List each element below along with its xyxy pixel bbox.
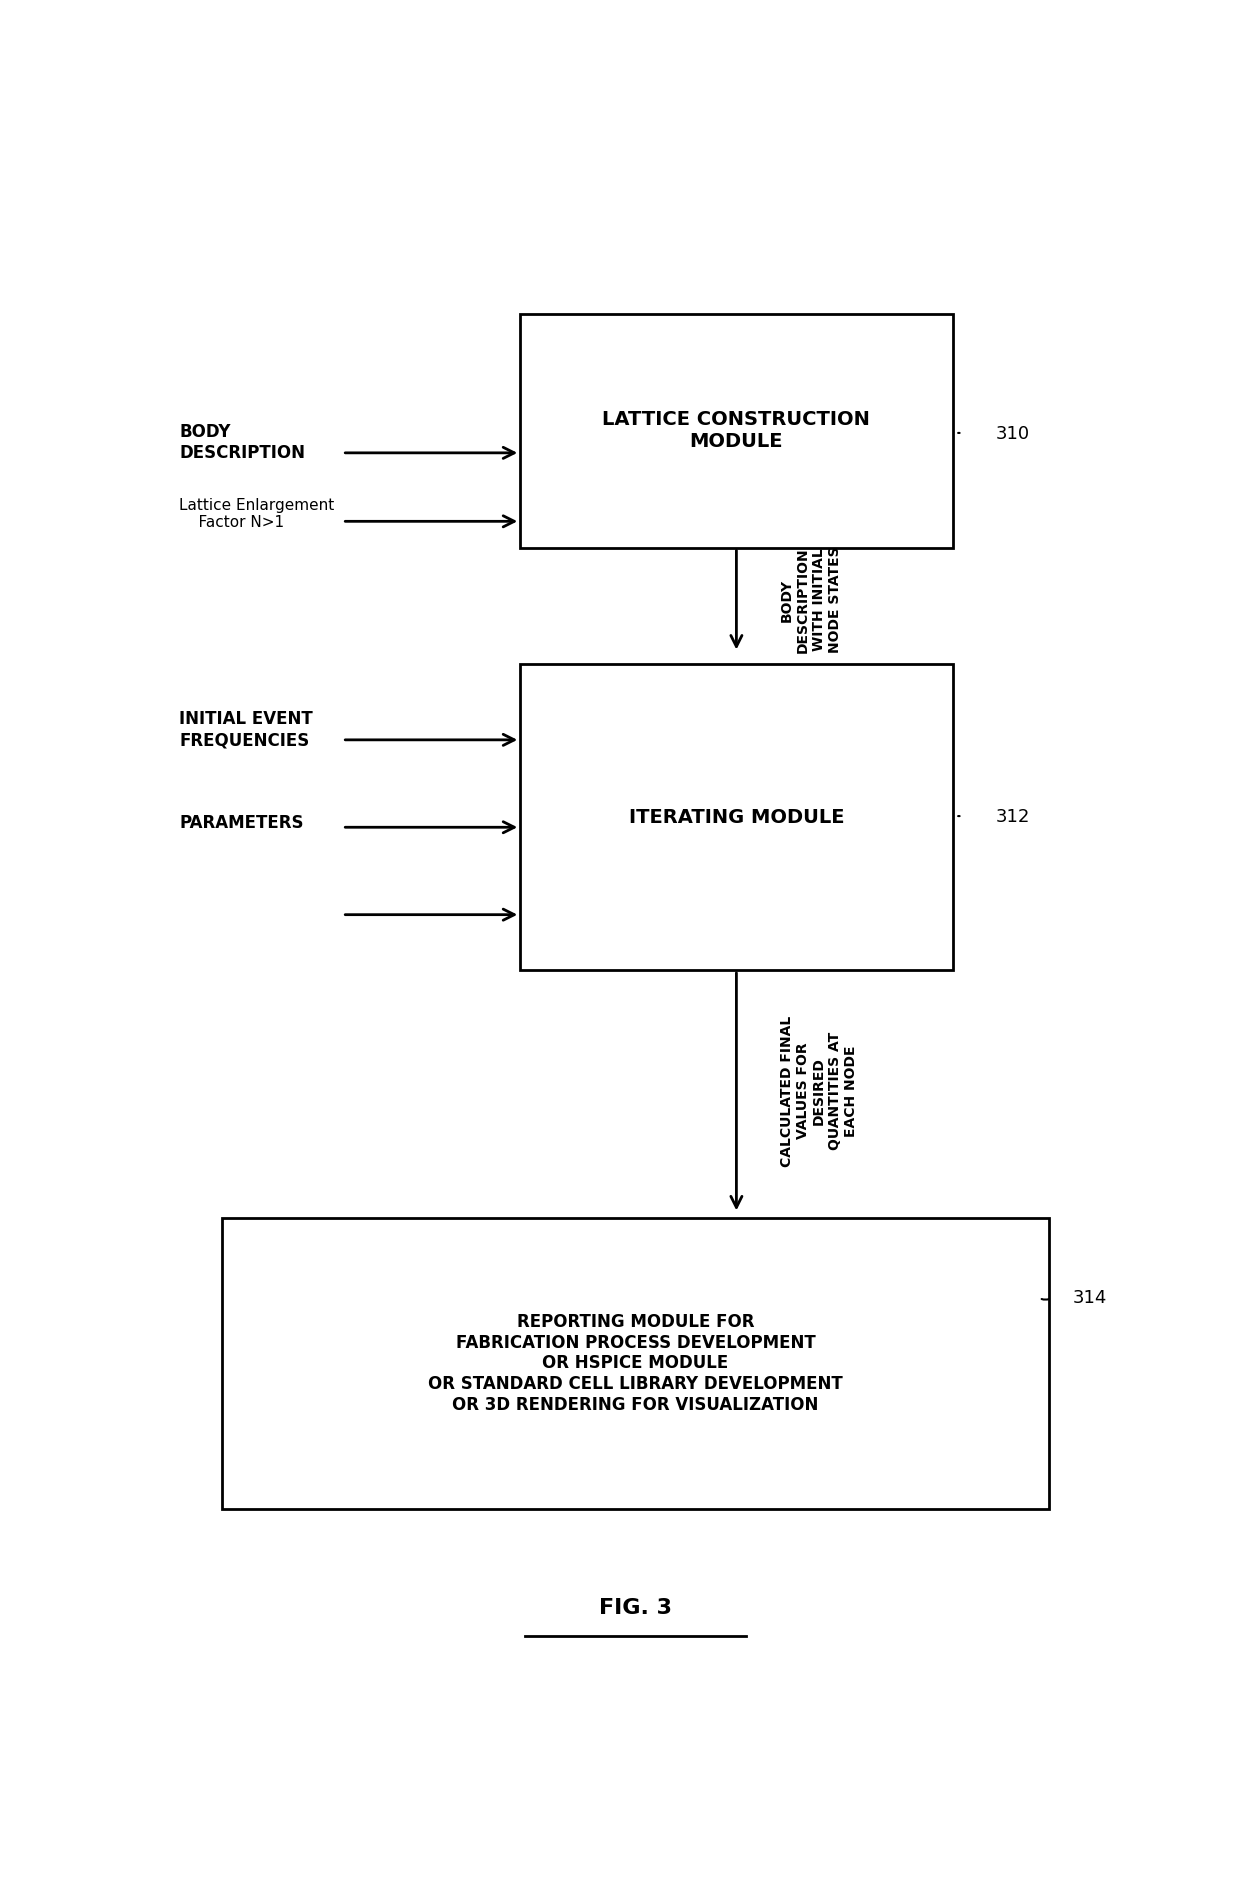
Text: INITIAL EVENT
FREQUENCIES: INITIAL EVENT FREQUENCIES [179, 710, 312, 749]
Text: 312: 312 [996, 808, 1030, 827]
Text: BODY
DESCRIPTION: BODY DESCRIPTION [179, 424, 305, 462]
Text: 310: 310 [996, 426, 1030, 443]
Text: ITERATING MODULE: ITERATING MODULE [629, 808, 844, 827]
Text: FIG. 3: FIG. 3 [599, 1599, 672, 1618]
Text: REPORTING MODULE FOR
FABRICATION PROCESS DEVELOPMENT
OR HSPICE MODULE
OR STANDAR: REPORTING MODULE FOR FABRICATION PROCESS… [428, 1313, 843, 1413]
Text: Lattice Enlargement
    Factor N>1: Lattice Enlargement Factor N>1 [179, 498, 335, 530]
Text: PARAMETERS: PARAMETERS [179, 814, 304, 832]
Text: LATTICE CONSTRUCTION
MODULE: LATTICE CONSTRUCTION MODULE [603, 411, 870, 452]
Bar [521, 664, 952, 971]
Bar [222, 1218, 1049, 1510]
Text: BODY
DESCRIPTION
WITH INITIAL
NODE STATES: BODY DESCRIPTION WITH INITIAL NODE STATE… [780, 547, 842, 653]
Text: 314: 314 [1073, 1288, 1107, 1307]
Text: CALCULATED FINAL
VALUES FOR
DESIRED
QUANTITIES AT
EACH NODE: CALCULATED FINAL VALUES FOR DESIRED QUAN… [780, 1016, 858, 1167]
Bar [521, 314, 952, 547]
